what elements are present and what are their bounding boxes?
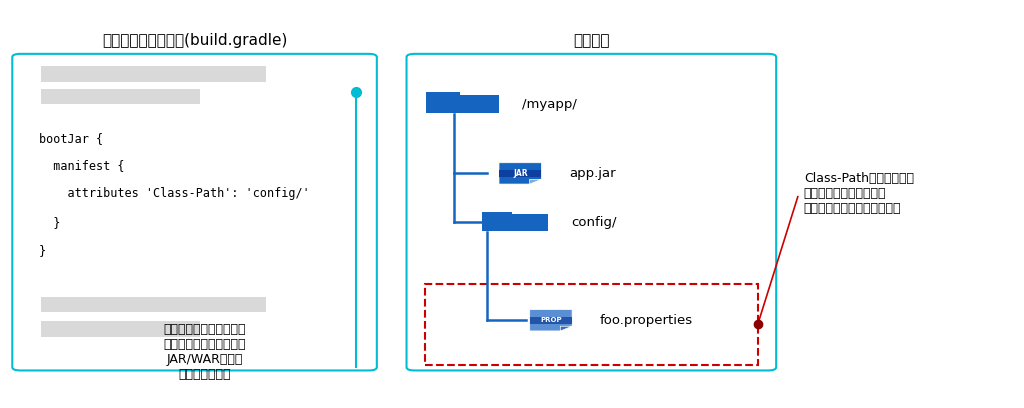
Bar [425, 284, 758, 365]
Text: /myapp/: /myapp/ [522, 98, 578, 111]
FancyBboxPatch shape [407, 54, 776, 370]
Polygon shape [529, 180, 542, 184]
Polygon shape [499, 163, 542, 184]
Polygon shape [560, 326, 572, 331]
Bar [41, 89, 200, 104]
Bar [481, 212, 512, 216]
Bar [426, 95, 500, 113]
Text: config/: config/ [571, 216, 616, 229]
Text: プロパティ・ファイルを
配置するディレクトリを
JAR/WARからの
相対パスで指定: プロパティ・ファイルを 配置するディレクトリを JAR/WARからの 相対パスで… [164, 324, 246, 381]
Polygon shape [529, 310, 572, 331]
Bar [499, 170, 542, 177]
Bar [529, 317, 572, 324]
Text: }: } [39, 216, 60, 229]
Text: PROP: PROP [540, 317, 562, 323]
Text: bootJar {: bootJar { [39, 132, 103, 145]
Bar [41, 297, 266, 312]
Text: JAR: JAR [513, 169, 527, 178]
Bar [426, 92, 460, 97]
Text: foo.properties: foo.properties [600, 314, 693, 327]
FancyBboxPatch shape [12, 54, 377, 370]
Text: }: } [39, 244, 46, 257]
Text: app.jar: app.jar [569, 167, 616, 180]
Text: Class-Path属性に設定し
たディレクトリの直下に
設定ファイルをマウントする: Class-Path属性に設定し たディレクトリの直下に 設定ファイルをマウント… [804, 172, 913, 215]
Text: attributes 'Class-Path': 'config/': attributes 'Class-Path': 'config/' [39, 187, 309, 200]
Bar [481, 214, 549, 231]
Bar [41, 321, 200, 337]
Text: ビルド・スクリプト(build.gradle): ビルド・スクリプト(build.gradle) [101, 33, 288, 48]
Text: コンテナ: コンテナ [573, 33, 609, 48]
Text: manifest {: manifest { [39, 159, 124, 172]
Bar [41, 66, 266, 82]
